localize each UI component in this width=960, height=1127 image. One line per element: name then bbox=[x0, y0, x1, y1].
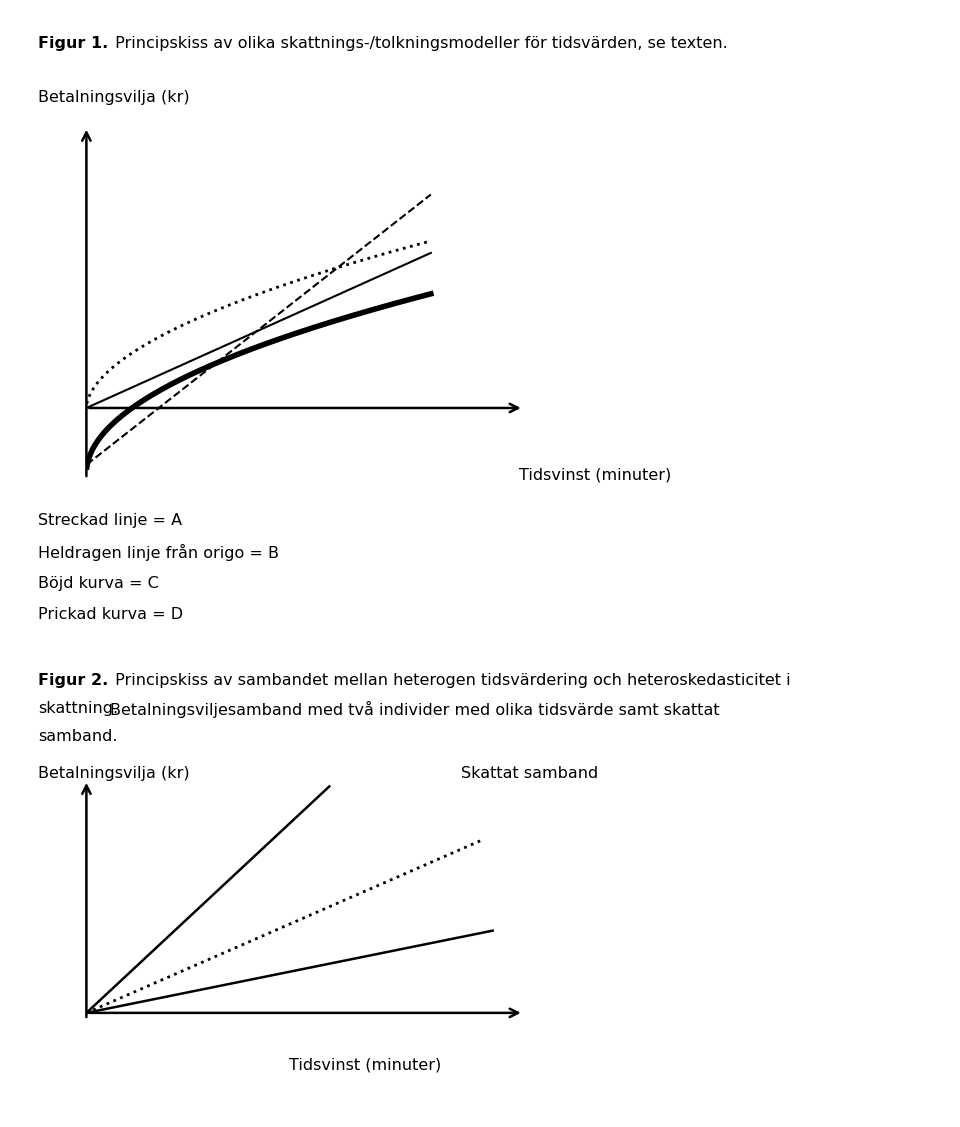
Text: Principskiss av sambandet mellan heterogen tidsvärdering och heteroskedasticitet: Principskiss av sambandet mellan heterog… bbox=[110, 673, 791, 687]
Text: Figur 1.: Figur 1. bbox=[38, 36, 108, 51]
Text: samband.: samband. bbox=[38, 729, 118, 744]
Text: Tidsvinst (minuter): Tidsvinst (minuter) bbox=[519, 468, 671, 482]
Text: Böjd kurva = C: Böjd kurva = C bbox=[38, 576, 159, 591]
Text: Heldragen linje från origo = B: Heldragen linje från origo = B bbox=[38, 544, 279, 561]
Text: Betalningsvilja (kr): Betalningsvilja (kr) bbox=[38, 90, 190, 105]
Text: Prickad kurva = D: Prickad kurva = D bbox=[38, 607, 183, 622]
Text: Betalningsviljesamband med två individer med olika tidsvärde samt skattat: Betalningsviljesamband med två individer… bbox=[110, 701, 720, 718]
Text: Streckad linje = A: Streckad linje = A bbox=[38, 513, 182, 527]
Text: Skattat samband: Skattat samband bbox=[461, 766, 598, 781]
Text: Figur 2.: Figur 2. bbox=[38, 673, 108, 687]
Text: Principskiss av olika skattnings-/tolkningsmodeller för tidsvärden, se texten.: Principskiss av olika skattnings-/tolkni… bbox=[110, 36, 728, 51]
Text: Betalningsvilja (kr): Betalningsvilja (kr) bbox=[38, 766, 190, 781]
Text: skattning.: skattning. bbox=[38, 701, 118, 716]
Text: Tidsvinst (minuter): Tidsvinst (minuter) bbox=[289, 1057, 441, 1072]
